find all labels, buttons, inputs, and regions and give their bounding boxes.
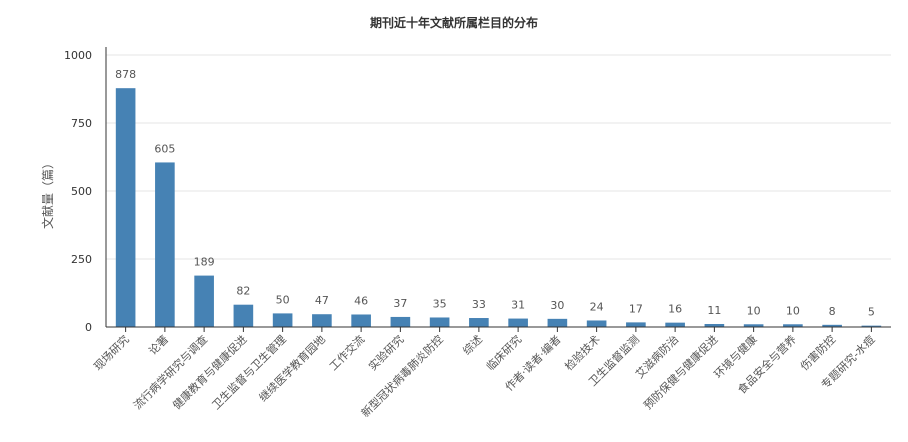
- data-label: 31: [511, 299, 525, 312]
- data-label: 11: [707, 304, 721, 317]
- bar: [233, 304, 254, 327]
- bar: [155, 162, 175, 327]
- x-tick-label: 继续医学教育园地: [256, 332, 328, 404]
- bar: [272, 313, 293, 327]
- bar: [429, 317, 450, 327]
- bar: [586, 320, 607, 327]
- data-label: 33: [472, 298, 486, 311]
- bar: [861, 325, 882, 327]
- bar: [822, 324, 842, 327]
- y-tick-label: 0: [85, 321, 92, 334]
- y-axis-ticks: 0 250 500 750 1000: [64, 49, 92, 334]
- data-label: 189: [194, 256, 215, 269]
- x-tick-label: 流行病学研究与调查: [130, 332, 210, 412]
- bar: [312, 314, 332, 327]
- bar: [194, 275, 214, 327]
- x-tick-label: 综述: [460, 332, 485, 357]
- bar: [704, 324, 725, 327]
- bar: [390, 316, 411, 327]
- bars: [115, 88, 882, 328]
- data-label: 30: [550, 299, 564, 312]
- data-label: 17: [629, 302, 643, 315]
- gridlines: [106, 54, 891, 260]
- data-label: 10: [786, 304, 800, 317]
- x-tick-label: 工作交流: [326, 332, 367, 373]
- bar: [743, 324, 764, 327]
- data-labels: 878 605 189 82 50 47 46 37 35 33 31 30 24 17 16 11 10 10 8…: [115, 68, 875, 318]
- bar: [469, 318, 489, 327]
- chart-title: 期刊近十年文献所属栏目的分布: [370, 15, 538, 30]
- x-tick-label: 现场研究: [91, 332, 132, 373]
- data-label: 605: [154, 142, 175, 155]
- x-tick-label: 伤害防控: [797, 332, 838, 373]
- data-label: 8: [829, 305, 836, 318]
- bar: [783, 324, 803, 327]
- y-tick-label: 500: [71, 185, 92, 198]
- data-label: 47: [315, 294, 329, 307]
- data-label: 82: [236, 285, 250, 298]
- y-tick-label: 750: [71, 117, 92, 130]
- data-label: 5: [868, 306, 875, 319]
- bar: [351, 314, 371, 327]
- bar: [665, 322, 685, 327]
- y-axis-label: 文献量（篇）: [40, 157, 55, 229]
- data-label: 37: [393, 297, 407, 310]
- bar: [115, 88, 136, 328]
- data-label: 16: [668, 303, 682, 316]
- x-axis-ticks: 现场研究 论著流行病学研究与调查健康教育与健康促进卫生监督与卫生管理继续医学教育园…: [91, 327, 877, 420]
- x-tick-label: 卫生监督与卫生管理: [209, 332, 289, 412]
- data-label: 46: [354, 294, 368, 307]
- bar: [626, 322, 646, 327]
- x-tick-label: 预防保健与健康促进: [641, 332, 721, 412]
- data-label: 50: [276, 293, 290, 306]
- data-label: 35: [433, 297, 447, 310]
- data-label: 24: [590, 300, 604, 313]
- data-label: 878: [115, 68, 136, 81]
- y-tick-label: 1000: [64, 49, 92, 62]
- x-tick-label: 检验技术: [562, 332, 603, 373]
- bar: [547, 318, 568, 327]
- x-tick-label: 健康教育与健康促进: [170, 332, 250, 412]
- x-tick-label: 论著: [146, 332, 171, 357]
- x-tick-label: 临床研究: [483, 332, 524, 373]
- y-tick-label: 250: [71, 253, 92, 266]
- data-label: 10: [747, 304, 761, 317]
- bar: [508, 318, 528, 327]
- x-tick-label: 实验研究: [365, 332, 406, 373]
